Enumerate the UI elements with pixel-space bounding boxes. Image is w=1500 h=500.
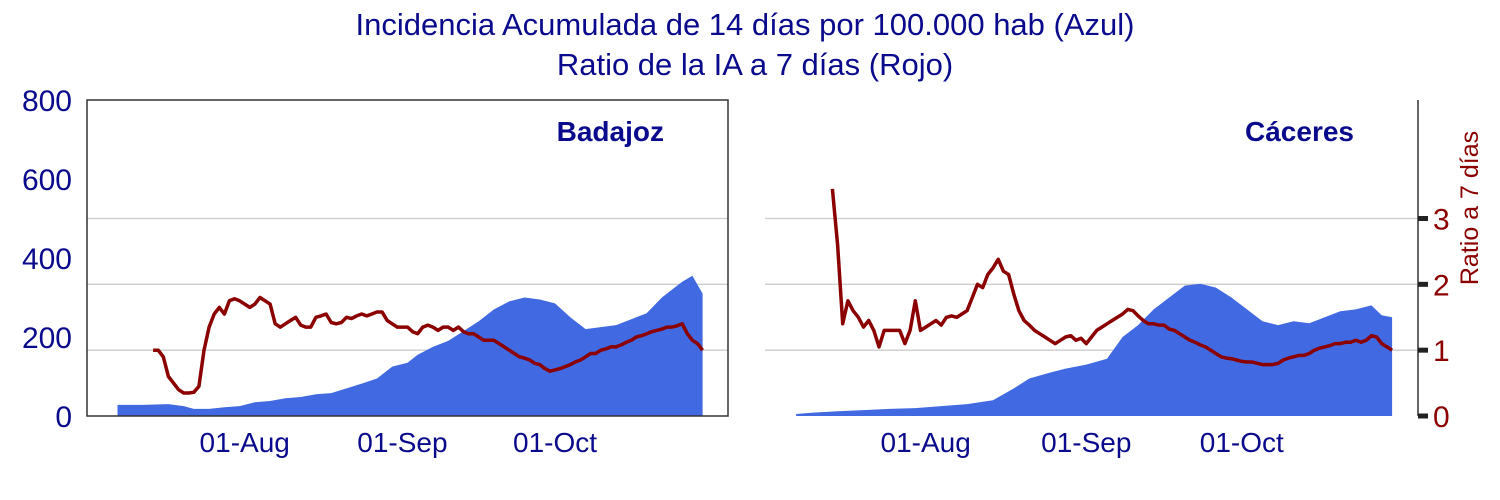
panel-label: Badajoz: [557, 116, 664, 147]
xtick-label: 01-Aug: [200, 427, 290, 458]
panel-cceres: 0 1 2 3 Ratio a 7 días 01-Aug 01-Sep 01-Oct Cáce…: [765, 100, 1484, 458]
chart-title-line1: Incidencia Acumulada de 14 días por 100.…: [356, 7, 1135, 42]
panel-label: Cáceres: [1245, 116, 1354, 147]
ytick-right-label: 3: [1433, 204, 1450, 237]
chart-title-line2: Ratio de la IA a 7 días (Rojo): [557, 47, 953, 82]
y-axis-label-right: Ratio a 7 días: [1456, 131, 1484, 285]
line-ratio-7d: [153, 295, 704, 395]
ytick-left-label: 400: [22, 243, 72, 276]
line-ratio-7d: [830, 188, 1394, 367]
ytick-right-label: 0: [1433, 401, 1450, 434]
panel-badajoz: 0 200 400 600 800 01-Aug 01-Sep 01-Oct Badajoz: [22, 85, 729, 458]
ytick-right-label: 2: [1433, 269, 1450, 302]
plot-frame: [86, 99, 729, 417]
xtick-label: 01-Oct: [1200, 427, 1284, 458]
area-incidencia-14d: [796, 283, 1393, 416]
ytick-left-label: 600: [22, 164, 72, 197]
ytick-left-label: 200: [22, 322, 72, 355]
xtick-label: 01-Sep: [1041, 427, 1131, 458]
ytick-right-label: 1: [1433, 335, 1450, 368]
ytick-left-label: 0: [55, 401, 72, 434]
ytick-left-label: 800: [22, 85, 72, 118]
xtick-label: 01-Aug: [881, 427, 971, 458]
xtick-label: 01-Oct: [513, 427, 597, 458]
xtick-label: 01-Sep: [357, 427, 447, 458]
area-incidencia-14d: [117, 275, 703, 416]
